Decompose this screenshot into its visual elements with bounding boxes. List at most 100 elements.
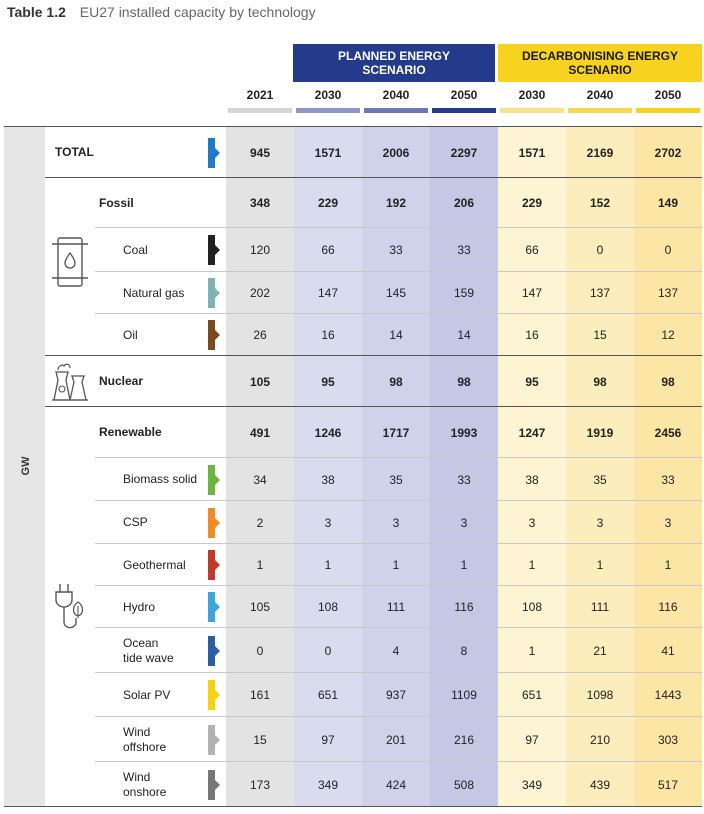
value-cell: 2702 [654,145,682,160]
value-cell: 439 [589,777,611,792]
value-cell: 3 [324,515,332,530]
value-cell: 147 [521,286,543,300]
year-bar [228,108,292,113]
year-label: 2050 [450,88,478,102]
row-divider [95,627,702,628]
row-divider [95,543,702,544]
value-cell: 0 [664,243,672,257]
value-cell: 97 [321,732,335,747]
value-cell: 116 [658,600,678,614]
row-divider [4,806,702,807]
value-cell: 108 [317,600,339,614]
value-cell: 424 [385,777,407,792]
row-label: Geothermal [123,557,186,572]
value-cell: 945 [249,145,271,160]
row-color-marker [208,507,220,538]
value-cell: 15 [253,732,267,747]
value-cell: 1098 [586,688,614,702]
value-cell: 26 [253,328,267,342]
row-label: TOTAL [55,145,94,159]
value-cell: 0 [324,643,332,658]
value-cell: 3 [596,515,604,530]
row-color-marker [208,635,220,666]
value-cell: 303 [657,732,679,747]
year-bar [636,108,700,113]
value-cell: 116 [454,600,474,614]
value-cell: 33 [389,243,403,257]
value-cell: 105 [249,600,271,614]
value-cell: 349 [317,777,339,792]
table-number: Table 1.2 [7,4,66,20]
year-bar [568,108,632,113]
value-cell: 210 [589,732,611,747]
value-cell: 517 [657,777,679,792]
value-cell: 147 [317,286,339,300]
table-top-rule [4,126,702,127]
row-divider [95,500,702,501]
value-cell: 98 [593,374,607,389]
value-cell: 1571 [314,145,342,160]
value-cell: 33 [457,472,471,487]
value-cell: 1 [528,558,536,572]
value-cell: 3 [664,515,672,530]
value-cell: 161 [249,688,271,702]
value-cell: 111 [386,600,406,614]
value-cell: 1 [256,558,264,572]
value-cell: 149 [657,196,679,210]
value-cell: 1993 [450,425,478,440]
column-background [430,127,498,807]
year-label: 2030 [518,88,546,102]
row-label: Biomass solid [123,472,198,486]
value-cell: 33 [457,243,471,257]
value-cell: 2169 [586,145,614,160]
value-cell: 206 [453,196,475,210]
value-cell: 229 [521,196,543,210]
value-cell: 14 [457,328,471,342]
value-cell: 2297 [450,145,478,160]
row-color-marker [208,320,220,350]
value-cell: 111 [590,600,610,614]
row-divider [95,271,702,272]
row-color-marker [208,550,220,580]
value-cell: 4 [392,643,400,658]
value-cell: 2 [256,515,264,530]
unit-strip [4,127,45,807]
value-cell: 1571 [518,145,546,160]
year-label: 2050 [654,88,682,102]
column-background [362,127,430,807]
value-cell: 66 [321,243,335,257]
value-cell: 12 [661,328,675,342]
value-cell: 152 [589,196,611,210]
row-label: Renewable [99,425,162,439]
value-cell: 229 [317,196,339,210]
value-cell: 108 [521,600,543,614]
year-bar [500,108,564,113]
value-cell: 348 [249,196,271,210]
value-cell: 2006 [382,145,410,160]
row-label: Hydro [123,599,156,614]
row-color-marker [208,137,220,168]
decarb-scenario-label: DECARBONISING ENERGY SCENARIO [521,49,679,77]
row-label: Wind onshore [123,769,167,799]
value-cell: 1 [596,558,604,572]
row-label: CSP [123,515,148,529]
row-label: Nuclear [99,374,144,388]
value-cell: 8 [460,643,468,658]
year-bar [364,108,428,113]
value-cell: 1919 [586,425,614,440]
column-background [566,127,634,807]
value-cell: 95 [321,374,335,389]
row-label: Ocean tide wave [123,635,174,665]
value-cell: 3 [392,515,400,530]
value-cell: 1 [528,643,536,658]
value-cell: 145 [385,286,407,300]
column-background [634,127,702,807]
value-cell: 0 [596,243,604,257]
value-cell: 16 [525,328,539,342]
value-cell: 491 [249,425,271,440]
value-cell: 137 [589,286,611,300]
value-cell: 937 [385,688,407,702]
value-cell: 35 [389,472,403,487]
row-label: Coal [123,242,148,257]
value-cell: 1 [392,558,400,572]
